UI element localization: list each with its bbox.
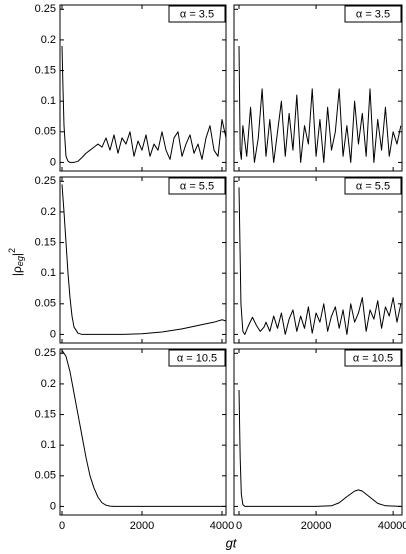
data-line (61, 184, 226, 335)
data-line (238, 390, 401, 507)
y-tick-label: 0.1 (41, 95, 56, 107)
annotation: α = 3.5 (356, 8, 390, 20)
data-line (238, 46, 402, 163)
y-tick-label: 0.2 (41, 378, 56, 390)
y-tick-label: 0 (50, 328, 56, 340)
y-tick-label: 0.25 (35, 3, 56, 15)
panel-frame (59, 176, 227, 344)
data-line (61, 46, 226, 163)
y-tick-label: 0.2 (41, 34, 56, 46)
y-tick-label: 0 (50, 156, 56, 168)
panel-frame (59, 4, 227, 172)
annotation: α = 10.5 (177, 352, 217, 364)
data-line (61, 349, 226, 507)
panel-frame (233, 176, 403, 344)
y-label-sup: 2 (7, 248, 17, 253)
x-axis-label: gt (226, 535, 238, 550)
y-tick-label: 0.05 (35, 470, 56, 482)
y-tick-label: 0.15 (35, 64, 56, 76)
annotation-box (168, 5, 226, 23)
y-label-part: | (10, 253, 24, 256)
x-tick-label: 4000 (210, 520, 234, 532)
x-tick-label: 40000 (378, 520, 406, 532)
annotation-box (344, 177, 402, 195)
x-tick-label: 0 (236, 520, 242, 532)
y-tick-label: 0.25 (35, 347, 56, 359)
y-tick-label: 0.2 (41, 206, 56, 218)
x-tick-label: 20000 (301, 520, 332, 532)
panel-frame (233, 4, 403, 172)
y-tick-label: 0.15 (35, 408, 56, 420)
x-tick-label: 2000 (130, 520, 154, 532)
annotation: α = 5.5 (356, 180, 390, 192)
y-tick-label: 0 (50, 500, 56, 512)
annotation: α = 3.5 (180, 8, 214, 20)
annotation-box (344, 349, 402, 367)
x-tick-label: 0 (59, 520, 65, 532)
annotation-box (168, 349, 226, 367)
annotation: α = 5.5 (180, 180, 214, 192)
y-tick-label: 0.1 (41, 267, 56, 279)
y-label-part: |ρ (10, 266, 24, 276)
y-label-sub: eg (15, 256, 25, 266)
annotation-box (168, 177, 226, 195)
panel-frame (233, 348, 403, 516)
y-tick-label: 0.15 (35, 236, 56, 248)
data-line (238, 187, 402, 335)
panel-frame (59, 348, 227, 516)
y-tick-label: 0.1 (41, 439, 56, 451)
annotation: α = 10.5 (353, 352, 393, 364)
y-axis-label: |ρeg|2 (7, 248, 25, 276)
annotation-box (344, 5, 402, 23)
y-tick-label: 0.25 (35, 175, 56, 187)
y-tick-label: 0.05 (35, 126, 56, 138)
y-tick-label: 0.05 (35, 298, 56, 310)
